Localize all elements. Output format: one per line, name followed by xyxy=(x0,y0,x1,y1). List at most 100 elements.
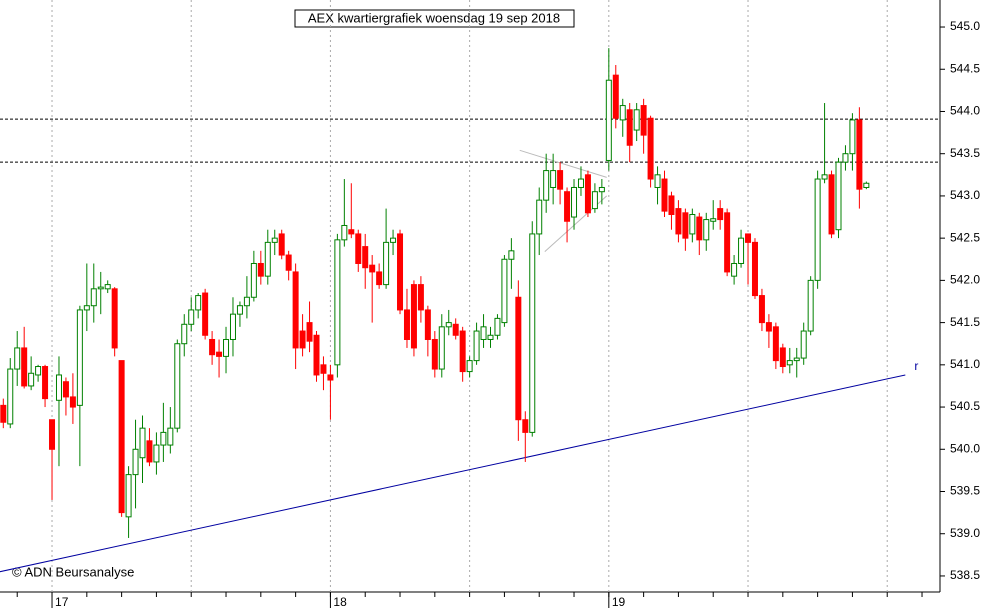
candle-body xyxy=(508,250,515,260)
y-tick-label: 541.0 xyxy=(950,357,980,371)
candle-body xyxy=(849,119,856,155)
candle-body xyxy=(424,309,431,340)
candle-body xyxy=(856,119,863,190)
y-tick-label: 544.0 xyxy=(950,104,980,118)
candle-body xyxy=(717,208,724,221)
candle-body xyxy=(494,317,501,336)
candle-body xyxy=(745,233,752,243)
candle-body xyxy=(167,427,174,446)
candle-body xyxy=(668,195,675,216)
candle-body xyxy=(348,229,355,235)
y-tick-label: 545.0 xyxy=(950,19,980,33)
candle-body xyxy=(0,404,7,423)
candle-body xyxy=(146,440,153,463)
candle-body xyxy=(710,218,717,222)
candle-body xyxy=(647,117,654,180)
candle-body xyxy=(69,396,76,408)
candle-body xyxy=(605,79,612,161)
candle-body xyxy=(278,233,285,256)
candle-body xyxy=(383,241,390,286)
candle-body xyxy=(334,239,341,366)
candle-body xyxy=(828,174,835,235)
candle-body xyxy=(362,246,369,269)
y-tick-label: 544.5 xyxy=(950,61,980,75)
candle-body xyxy=(390,237,397,243)
x-tick-label: 19 xyxy=(612,595,626,609)
candle-body xyxy=(459,330,466,373)
candle-body xyxy=(731,262,738,277)
candle-body xyxy=(35,366,42,376)
candle-body xyxy=(397,233,404,311)
candle-body xyxy=(28,372,35,387)
candle-body xyxy=(821,174,828,180)
candle-body xyxy=(515,296,522,421)
candle-body xyxy=(835,161,842,231)
y-tick-label: 542.0 xyxy=(950,273,980,287)
y-tick-label: 543.5 xyxy=(950,146,980,160)
candle-body xyxy=(438,326,445,370)
candle-body xyxy=(132,448,139,476)
candle-body xyxy=(139,427,146,459)
candle-body xyxy=(313,334,320,376)
candle-body xyxy=(522,419,529,433)
candle-body xyxy=(243,296,250,307)
candle-body xyxy=(682,212,689,239)
candle-body xyxy=(654,174,661,188)
candle-body xyxy=(153,444,160,463)
candle-body xyxy=(626,109,633,146)
candle-body xyxy=(355,233,362,264)
candle-body xyxy=(800,330,807,359)
candle-body xyxy=(543,170,550,201)
candle-body xyxy=(765,322,772,332)
candle-body xyxy=(598,186,605,193)
candle-body xyxy=(90,288,97,307)
title-box xyxy=(294,9,575,28)
candle-body xyxy=(369,264,376,273)
candle-body xyxy=(250,262,257,298)
candle-body xyxy=(675,208,682,235)
candle-body xyxy=(536,199,543,235)
candle-body xyxy=(42,366,49,400)
candle-body xyxy=(111,288,118,349)
candle-body xyxy=(473,330,480,362)
candle-body xyxy=(209,338,216,356)
candle-body xyxy=(577,178,584,188)
chart-title: AEX kwartiergrafiek woensdag 19 sep 2018 xyxy=(308,10,560,25)
candle-body xyxy=(97,286,104,290)
candle-body xyxy=(7,368,14,425)
candle-body xyxy=(76,309,83,406)
source: © ADN Beursanalyse xyxy=(12,564,134,579)
candle-body xyxy=(557,170,564,190)
candle-body xyxy=(306,322,313,342)
y-tick-label: 540.0 xyxy=(950,441,980,455)
candle-body xyxy=(181,323,188,345)
candle-body xyxy=(104,284,111,290)
candle-body xyxy=(786,360,793,366)
candle-body xyxy=(188,309,195,325)
candle-body xyxy=(480,326,487,340)
candle-body xyxy=(341,224,348,241)
candle-body xyxy=(564,191,571,222)
y-tick-label: 539.0 xyxy=(950,526,980,540)
candle-body xyxy=(83,305,90,311)
trendline xyxy=(0,374,906,573)
candle-body xyxy=(772,326,779,362)
candle-body xyxy=(21,347,28,387)
candle-body xyxy=(466,360,473,373)
candle-body xyxy=(703,219,710,241)
candle-body xyxy=(807,279,814,332)
candle-body xyxy=(174,343,181,429)
candle-body xyxy=(292,271,299,349)
candle-body xyxy=(327,374,334,381)
candle-body xyxy=(376,271,383,286)
candle-body xyxy=(793,357,800,362)
x-tick-label: 17 xyxy=(55,595,69,609)
candle-body xyxy=(14,347,21,370)
candle-body xyxy=(125,474,132,518)
candle-body xyxy=(591,191,598,210)
candle-body xyxy=(271,237,278,243)
candle-body xyxy=(640,105,647,136)
y-tick-label: 541.5 xyxy=(950,315,980,329)
